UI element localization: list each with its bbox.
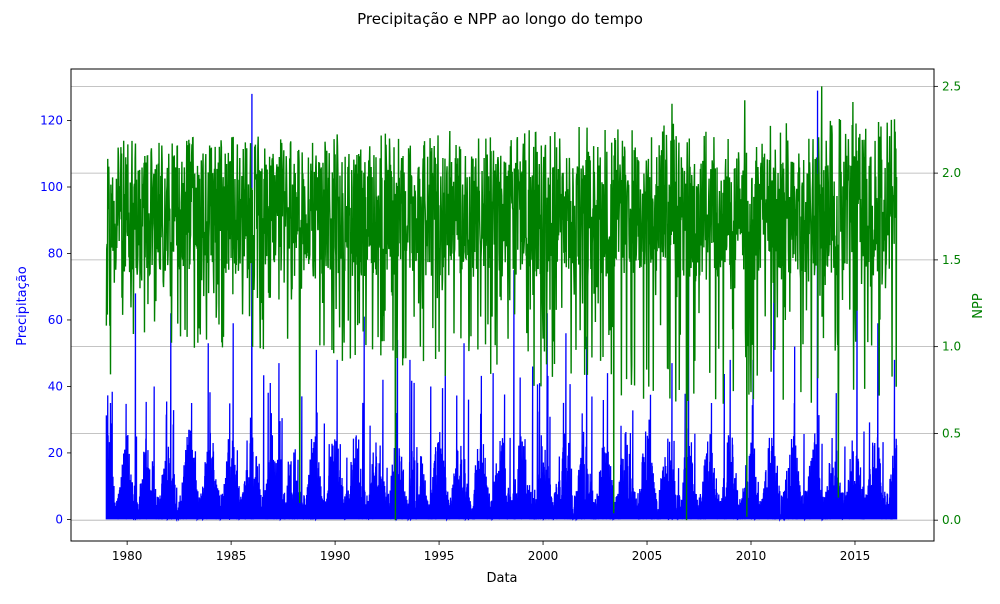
y-right-tick-label: 0.5: [942, 426, 961, 440]
precipitation-series: [105, 90, 898, 522]
y-left-tick-label: 20: [48, 446, 63, 460]
y-right-tick-label: 0.0: [942, 513, 961, 527]
npp-series: [105, 86, 898, 521]
plot-frame: [70, 68, 935, 542]
x-tick-label: 1985: [216, 549, 247, 563]
y-axis-right-label: NPP: [971, 293, 986, 319]
x-tick-label: 2010: [736, 549, 767, 563]
y-left-tick-label: 0: [55, 512, 63, 526]
x-tick-label: 2005: [632, 549, 663, 563]
y-axis-right: 0.0 0.5 1.0 1.5 2.0 2.5: [934, 79, 961, 527]
y-axis-left: 0 20 40 60 80 100 120: [40, 114, 71, 526]
y-right-tick-label: 1.0: [942, 340, 961, 354]
x-tick-label: 1990: [320, 549, 351, 563]
chart-title: Precipitação e NPP ao longo do tempo: [357, 10, 643, 28]
x-tick-label: 1980: [112, 549, 143, 563]
npp-line: [105, 86, 898, 521]
plot-area: [105, 86, 898, 522]
x-tick-label: 2000: [528, 549, 559, 563]
x-axis-label: Data: [486, 571, 517, 586]
y-axis-left-label: Precipitação: [15, 266, 30, 345]
y-right-tick-label: 2.0: [942, 166, 961, 180]
y-left-tick-label: 40: [48, 379, 63, 393]
y-left-tick-label: 100: [40, 180, 63, 194]
x-tick-label: 1995: [424, 549, 455, 563]
y-left-tick-label: 120: [40, 114, 63, 128]
y-left-tick-label: 80: [48, 246, 63, 260]
precipitation-line: [105, 90, 898, 522]
y-right-tick-label: 2.5: [942, 79, 961, 93]
y-right-tick-label: 1.5: [942, 253, 961, 267]
x-tick-label: 2015: [840, 549, 871, 563]
x-axis: 1980 1985 1990 1995 2000 2005 2010 2015: [112, 541, 870, 563]
y-left-tick-label: 60: [48, 313, 63, 327]
